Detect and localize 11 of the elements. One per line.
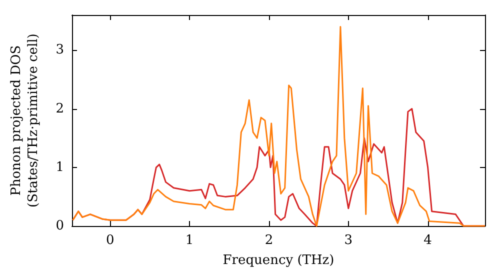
- x-axis-title: Frequency (THz): [222, 252, 334, 268]
- x-tick-label: 2: [264, 233, 274, 248]
- y-axis-title: Phonon projected DOS (States/THz·primitive cell): [9, 33, 41, 208]
- x-tick-label: 1: [185, 233, 194, 248]
- y-tick-label: 2: [56, 101, 64, 116]
- y-tick-label: 1: [56, 160, 64, 175]
- x-tick-label: 3: [344, 233, 353, 248]
- y-tick-label: 0: [56, 218, 64, 234]
- x-tick-label: 4: [424, 233, 432, 248]
- y-tick-label: 3: [56, 42, 64, 58]
- x-tick-label: 0: [106, 233, 114, 248]
